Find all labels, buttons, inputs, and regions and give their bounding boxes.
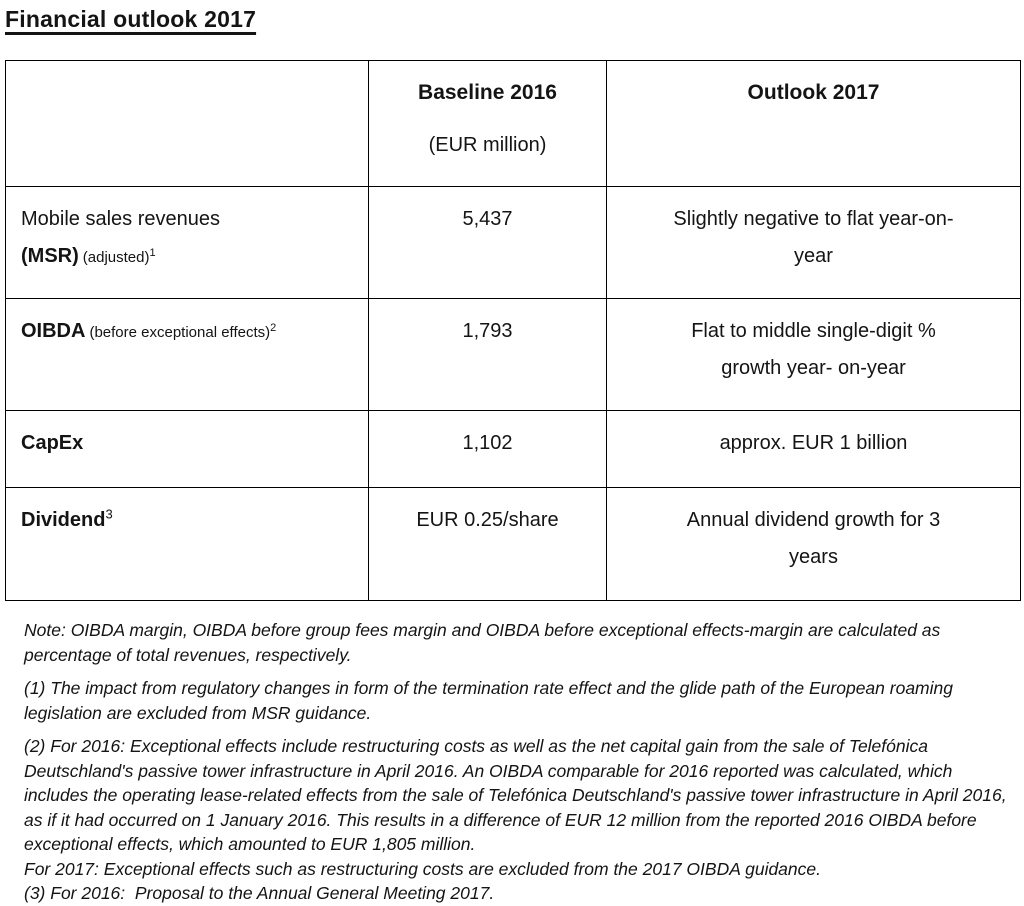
msr-label-abbrev: (MSR) bbox=[21, 245, 79, 267]
baseline-header-unit: (EUR million) bbox=[428, 133, 547, 156]
msr-label-cell: Mobile sales revenues (MSR) (adjusted)1 bbox=[5, 186, 369, 299]
baseline-header-title: Baseline 2016 bbox=[418, 81, 557, 104]
financial-outlook-table: Baseline 2016 (EUR million) Outlook 2017… bbox=[5, 60, 1021, 601]
msr-label: Mobile sales revenues bbox=[21, 208, 220, 230]
oibda-label: OIBDA bbox=[21, 320, 86, 342]
page-title: Financial outlook 2017 bbox=[5, 6, 257, 32]
oibda-label-cell: OIBDA (before exceptional effects)2 bbox=[5, 298, 369, 411]
footnote-3: (3) For 2016: Proposal to the Annual Gen… bbox=[24, 883, 495, 903]
table-header-row: Baseline 2016 (EUR million) Outlook 2017 bbox=[5, 60, 1021, 187]
capex-baseline-value: 1,102 bbox=[368, 410, 607, 488]
footnotes-section: Note: OIBDA margin, OIBDA before group f… bbox=[24, 618, 1014, 906]
footnote-1: (1) The impact from regulatory changes i… bbox=[24, 678, 958, 723]
capex-outlook-value: approx. EUR 1 billion bbox=[606, 410, 1021, 488]
baseline-header-cell: Baseline 2016 (EUR million) bbox=[368, 60, 607, 187]
footnote-2: (2) For 2016: Exceptional effects includ… bbox=[24, 736, 1012, 854]
dividend-label: Dividend bbox=[21, 509, 106, 531]
msr-baseline-value: 5,437 bbox=[368, 186, 607, 299]
table-row-dividend: Dividend3 EUR 0.25/share Annual dividend… bbox=[5, 487, 1021, 601]
oibda-baseline-value: 1,793 bbox=[368, 298, 607, 411]
footnote-2-2017: For 2017: Exceptional effects such as re… bbox=[24, 858, 821, 879]
capex-label: CapEx bbox=[21, 432, 84, 454]
footnote-note: Note: OIBDA margin, OIBDA before group f… bbox=[24, 620, 946, 665]
table-row-capex: CapEx 1,102 approx. EUR 1 billion bbox=[5, 410, 1021, 488]
table-row-oibda: OIBDA (before exceptional effects)2 1,793… bbox=[5, 298, 1021, 411]
msr-label-note: (adjusted)1 bbox=[82, 247, 156, 267]
capex-label-cell: CapEx bbox=[5, 410, 369, 488]
footnote-ref-1: 1 bbox=[149, 247, 156, 259]
oibda-label-note: (before exceptional effects)2 bbox=[89, 322, 277, 342]
outlook-header-title: Outlook 2017 bbox=[747, 81, 880, 104]
dividend-baseline-value: EUR 0.25/share bbox=[368, 487, 607, 601]
msr-outlook-value: Slightly negative to flat year-on- year bbox=[606, 186, 1021, 299]
footnote-ref-2: 2 bbox=[270, 322, 277, 334]
outlook-header-cell: Outlook 2017 bbox=[606, 60, 1021, 187]
table-row-msr: Mobile sales revenues (MSR) (adjusted)1 5… bbox=[5, 186, 1021, 299]
corner-cell bbox=[5, 60, 369, 187]
dividend-outlook-value: Annual dividend growth for 3 years bbox=[606, 487, 1021, 601]
footnote-ref-3: 3 bbox=[105, 506, 113, 522]
oibda-outlook-value: Flat to middle single-digit % growth yea… bbox=[606, 298, 1021, 411]
dividend-label-cell: Dividend3 bbox=[5, 487, 369, 601]
